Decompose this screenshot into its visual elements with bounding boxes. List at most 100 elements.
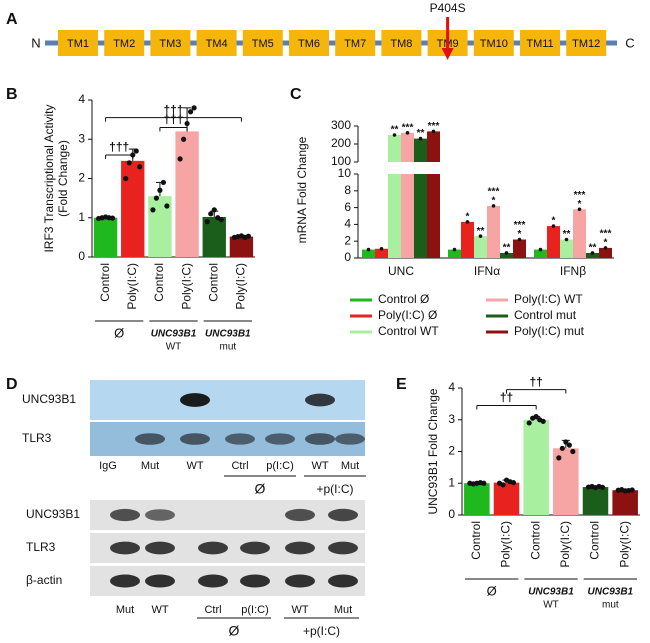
significance-label: * [466, 212, 470, 223]
significance-label: ** [391, 125, 399, 136]
blot-band [328, 508, 358, 522]
x-tick-label: Control [98, 263, 112, 302]
blot-row-label: UNC93B1 [26, 507, 80, 521]
tm-domain [242, 30, 283, 56]
data-point [599, 484, 606, 490]
blot-band [265, 433, 295, 445]
data-point [556, 455, 562, 461]
data-point [559, 445, 565, 451]
bar [448, 249, 461, 258]
blot-band [135, 433, 165, 445]
blot-row-label: TLR3 [22, 431, 52, 445]
lane-label: p(I:C) [266, 460, 294, 472]
data-point [577, 207, 582, 212]
bar [547, 226, 560, 258]
tm-domain-label: TM1 [67, 38, 89, 50]
bar [461, 221, 474, 258]
data-point [533, 413, 539, 420]
tm-domain [381, 30, 422, 56]
significance-label: ††† [109, 140, 129, 154]
bar [586, 252, 599, 258]
y-axis-label: IRF3 Transcriptional Activity [42, 104, 56, 252]
data-point [538, 247, 543, 252]
y-tick-label: 0 [344, 250, 351, 264]
tm-domain-label: TM7 [344, 38, 366, 50]
x-tick-label: IFNβ [560, 264, 586, 278]
significance-label: ††† [163, 103, 183, 117]
blot-row-label: UNC93B1 [22, 392, 76, 406]
blot-band [110, 508, 140, 522]
x-tick-label: IFNα [474, 264, 500, 278]
bar [513, 239, 526, 258]
bar [474, 236, 487, 258]
bar [202, 216, 226, 257]
significance-label: *** [574, 190, 586, 201]
y-axis-label: UNC93B1 Fold Change [426, 388, 440, 514]
data-point [481, 480, 487, 486]
blot-row-label: TLR3 [26, 540, 56, 554]
tm-domain [335, 30, 376, 56]
blot-band [180, 393, 210, 407]
y-tick-label: 0 [448, 507, 455, 521]
data-point [431, 129, 436, 134]
tm-domain-label: TM8 [390, 38, 412, 50]
data-point [510, 480, 517, 486]
x-tick-label: Poly(I:C) [499, 521, 513, 568]
tm-domain [104, 30, 145, 56]
blot-band [110, 574, 140, 588]
y-axis-label: (Fold Change) [56, 140, 70, 217]
bar [493, 482, 520, 515]
data-point [452, 247, 457, 252]
tm-domain [196, 30, 237, 56]
blot-band [305, 433, 335, 445]
significance-label: *** [514, 220, 526, 231]
panel-label: A [6, 11, 18, 28]
tm-domain [566, 30, 607, 56]
data-point [418, 136, 423, 141]
data-point [392, 133, 397, 137]
lane-label: Mut [141, 460, 159, 472]
data-point [157, 187, 163, 193]
blot-band [328, 541, 358, 555]
bar [487, 205, 500, 258]
tm-domain [58, 30, 98, 56]
data-point [491, 204, 496, 208]
panel-label: C [290, 86, 302, 103]
tm-domain-label: TM2 [113, 38, 135, 50]
data-point [563, 439, 569, 445]
bar [362, 249, 375, 258]
data-point [204, 219, 210, 225]
significance-label: * [518, 229, 522, 240]
data-point [153, 195, 160, 201]
data-point [478, 234, 483, 238]
tm-domain [473, 30, 514, 56]
tm-domain-label: TM12 [572, 38, 600, 50]
data-point [187, 109, 194, 115]
bar [388, 135, 401, 162]
significance-label: * [578, 199, 582, 210]
x-tick-label: UNC [388, 264, 414, 278]
c-terminus: C [625, 35, 634, 50]
group-label: Ø [114, 325, 124, 340]
data-point [500, 482, 506, 488]
blot-band [198, 541, 228, 555]
y-tick-label: 2 [448, 444, 455, 458]
significance-label: * [552, 216, 556, 227]
lane-group-label: +p(I:C) [303, 624, 340, 638]
significance-label: ††† [163, 113, 183, 127]
data-point [590, 251, 595, 255]
data-point [123, 175, 129, 182]
tm-domain-label: TM10 [480, 38, 508, 50]
data-point [150, 207, 156, 213]
significance-label: ** [417, 128, 425, 139]
blot-band [145, 509, 175, 521]
data-point [164, 203, 170, 209]
bar [229, 236, 254, 257]
x-tick-label: Control [206, 263, 220, 302]
bar [534, 249, 547, 258]
lane-group-label: Ø [255, 481, 266, 497]
blot-band [198, 574, 228, 588]
blot-band [145, 541, 175, 555]
y-axis-label: mRNA Fold Change [295, 136, 309, 243]
